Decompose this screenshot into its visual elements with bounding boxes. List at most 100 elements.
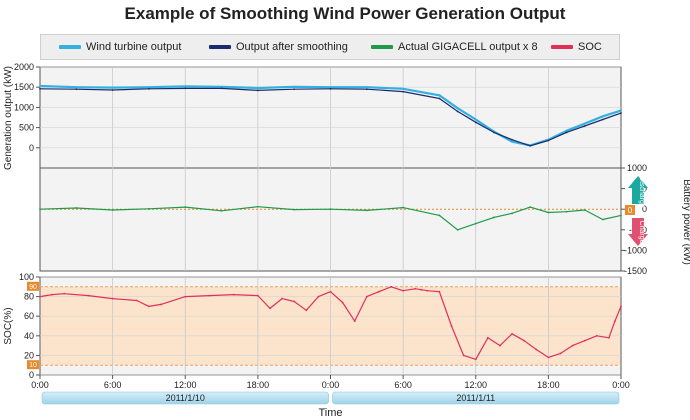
xtick-label: 0:00 [612, 380, 630, 390]
data-point [420, 288, 423, 291]
ytick-label: -1000 [624, 245, 647, 255]
data-point [256, 205, 259, 208]
data-point [583, 209, 586, 211]
discharge-arrow-icon [628, 176, 648, 204]
series-line-generation-1 [39, 87, 622, 147]
data-point [269, 307, 271, 310]
legend-item-smoothed: Output after smoothing [209, 41, 348, 53]
data-point [305, 309, 308, 312]
data-point [75, 207, 78, 209]
data-point [547, 356, 550, 359]
legend-label-gigacell: Actual GIGACELL output x 8 [398, 41, 538, 53]
data-point [474, 118, 477, 121]
data-point [256, 89, 259, 92]
data-point [402, 289, 405, 292]
data-point [529, 144, 532, 147]
legend-item-gigacell: Actual GIGACELL output x 8 [371, 41, 538, 53]
data-point [565, 131, 568, 134]
zero-marker [625, 205, 635, 215]
xtick-label: 12:00 [174, 380, 197, 390]
data-point [184, 87, 187, 90]
xtick-label: 18:00 [537, 380, 560, 390]
data-point [493, 216, 495, 219]
zero-label: 0 [628, 206, 633, 215]
data-point [365, 295, 368, 298]
data-point [438, 97, 441, 100]
data-point [601, 115, 604, 118]
legend: Wind turbine output Output after smoothi… [40, 34, 620, 60]
ylabel-generation: Generation output (kW) [3, 66, 14, 170]
soc-lower-label: 10 [29, 362, 37, 369]
data-point [365, 86, 368, 89]
data-point [456, 107, 459, 110]
data-point [75, 88, 78, 91]
data-point [620, 305, 622, 308]
charge-arrow-icon [628, 218, 648, 246]
data-point [148, 86, 150, 89]
data-point [135, 299, 138, 302]
data-point [63, 292, 66, 295]
data-point [293, 88, 296, 91]
data-point [87, 294, 90, 297]
data-point [39, 208, 41, 211]
legend-item-soc: SOC [551, 41, 602, 53]
data-point [293, 300, 296, 303]
data-point [511, 212, 513, 215]
legend-label-soc: SOC [578, 41, 602, 53]
data-point [111, 89, 114, 91]
data-point [620, 109, 622, 112]
data-point [208, 294, 211, 297]
data-point [51, 293, 54, 296]
ytick-label: 60 [24, 311, 34, 321]
data-point [601, 118, 604, 121]
ytick-label: 1000 [627, 163, 647, 173]
data-point [256, 87, 259, 89]
ytick-label: 80 [24, 292, 34, 302]
data-point [402, 206, 405, 209]
ytick-label: 0 [642, 204, 647, 214]
data-point [414, 287, 417, 290]
data-point [148, 305, 150, 308]
ylabel-soc: SOC(%) [3, 307, 14, 344]
ylabel-battery: Battery power (kW) [681, 179, 690, 265]
data-point [607, 336, 610, 339]
date-bar-1 [332, 391, 620, 405]
data-point [378, 290, 380, 293]
data-point [402, 87, 405, 90]
series-line-generation-0 [39, 84, 622, 147]
soc-upper-badge [27, 281, 39, 291]
data-point [529, 206, 532, 209]
data-point [474, 121, 477, 124]
xtick-label: 6:00 [104, 380, 122, 390]
ytick-label: 500 [19, 123, 34, 133]
data-point [456, 228, 459, 231]
xtick-label: 6:00 [394, 380, 412, 390]
data-point [184, 85, 187, 88]
soc-lower-badge [27, 360, 39, 370]
data-point [438, 94, 441, 97]
data-point [256, 294, 259, 297]
legend-item-wind: Wind turbine output [59, 41, 181, 53]
data-point [39, 87, 41, 90]
data-point [601, 218, 604, 221]
xtick-label: 18:00 [247, 380, 270, 390]
data-point [293, 85, 296, 88]
data-point [620, 214, 622, 217]
data-point [329, 86, 332, 89]
data-point [583, 339, 586, 342]
data-point [329, 290, 332, 293]
ytick-label: 1500 [14, 82, 34, 92]
xtick-label: 0:00 [322, 380, 340, 390]
data-point [595, 334, 598, 337]
xtick-label: 12:00 [464, 380, 487, 390]
data-point [511, 140, 513, 143]
data-point [493, 131, 495, 134]
data-point [438, 290, 441, 293]
ytick-label: 0 [29, 370, 34, 380]
data-point [353, 320, 356, 322]
data-point [456, 110, 459, 113]
data-point [583, 122, 586, 125]
data-point [511, 332, 513, 335]
data-point [220, 85, 223, 88]
